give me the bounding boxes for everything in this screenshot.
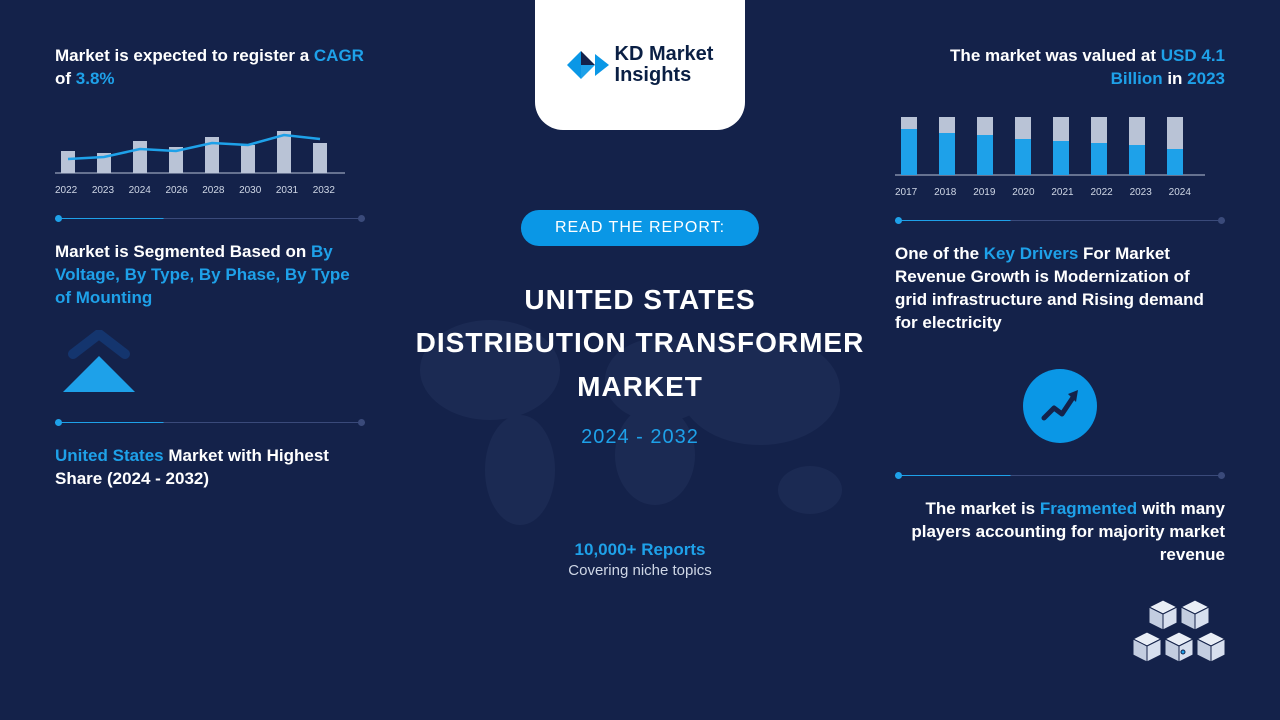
valuation-text: The market was valued at USD 4.1 Billion… <box>895 45 1225 91</box>
reports-note: 10,000+ Reports Covering niche topics <box>568 540 711 579</box>
divider <box>55 218 365 219</box>
right-column: The market was valued at USD 4.1 Billion… <box>895 45 1225 689</box>
segment-text: Market is Segmented Based on By Voltage,… <box>55 241 365 310</box>
cagr-chart-labels: 20222023202420262028203020312032 <box>55 185 335 196</box>
valuation-chart: 20172018201920202021202220232024 <box>895 111 1225 198</box>
fragmented-text: The market is Fragmented with many playe… <box>895 498 1225 567</box>
logo-line1: KD Market <box>615 44 714 65</box>
logo-icon <box>567 44 609 86</box>
logo-text: KD Market Insights <box>615 44 714 86</box>
title-line1: UNITED STATES <box>380 278 900 321</box>
share-text: United States Market with Highest Share … <box>55 445 365 491</box>
reports-subtitle: Covering niche topics <box>568 562 711 579</box>
main-title: UNITED STATES DISTRIBUTION TRANSFORMER M… <box>380 278 900 449</box>
cagr-chart: 20222023202420262028203020312032 <box>55 111 365 196</box>
growth-arrow-icon <box>895 355 1225 453</box>
read-report-button[interactable]: READ THE REPORT: <box>521 210 759 246</box>
cubes-icon <box>1133 600 1225 678</box>
title-line3: MARKET <box>380 365 900 408</box>
left-column: Market is expected to register a CAGR of… <box>55 45 365 511</box>
triangle-up-icon <box>55 330 365 400</box>
divider <box>895 220 1225 221</box>
divider <box>895 475 1225 476</box>
driver-text: One of the Key Drivers For Market Revenu… <box>895 243 1225 335</box>
divider <box>55 422 365 423</box>
reports-count: 10,000+ Reports <box>568 540 711 560</box>
valuation-chart-labels: 20172018201920202021202220232024 <box>895 187 1191 198</box>
cagr-text: Market is expected to register a CAGR of… <box>55 45 365 91</box>
title-line2: DISTRIBUTION TRANSFORMER <box>380 321 900 364</box>
title-years: 2024 - 2032 <box>380 426 900 449</box>
logo-card: KD Market Insights <box>535 0 745 130</box>
logo-line2: Insights <box>615 65 714 86</box>
